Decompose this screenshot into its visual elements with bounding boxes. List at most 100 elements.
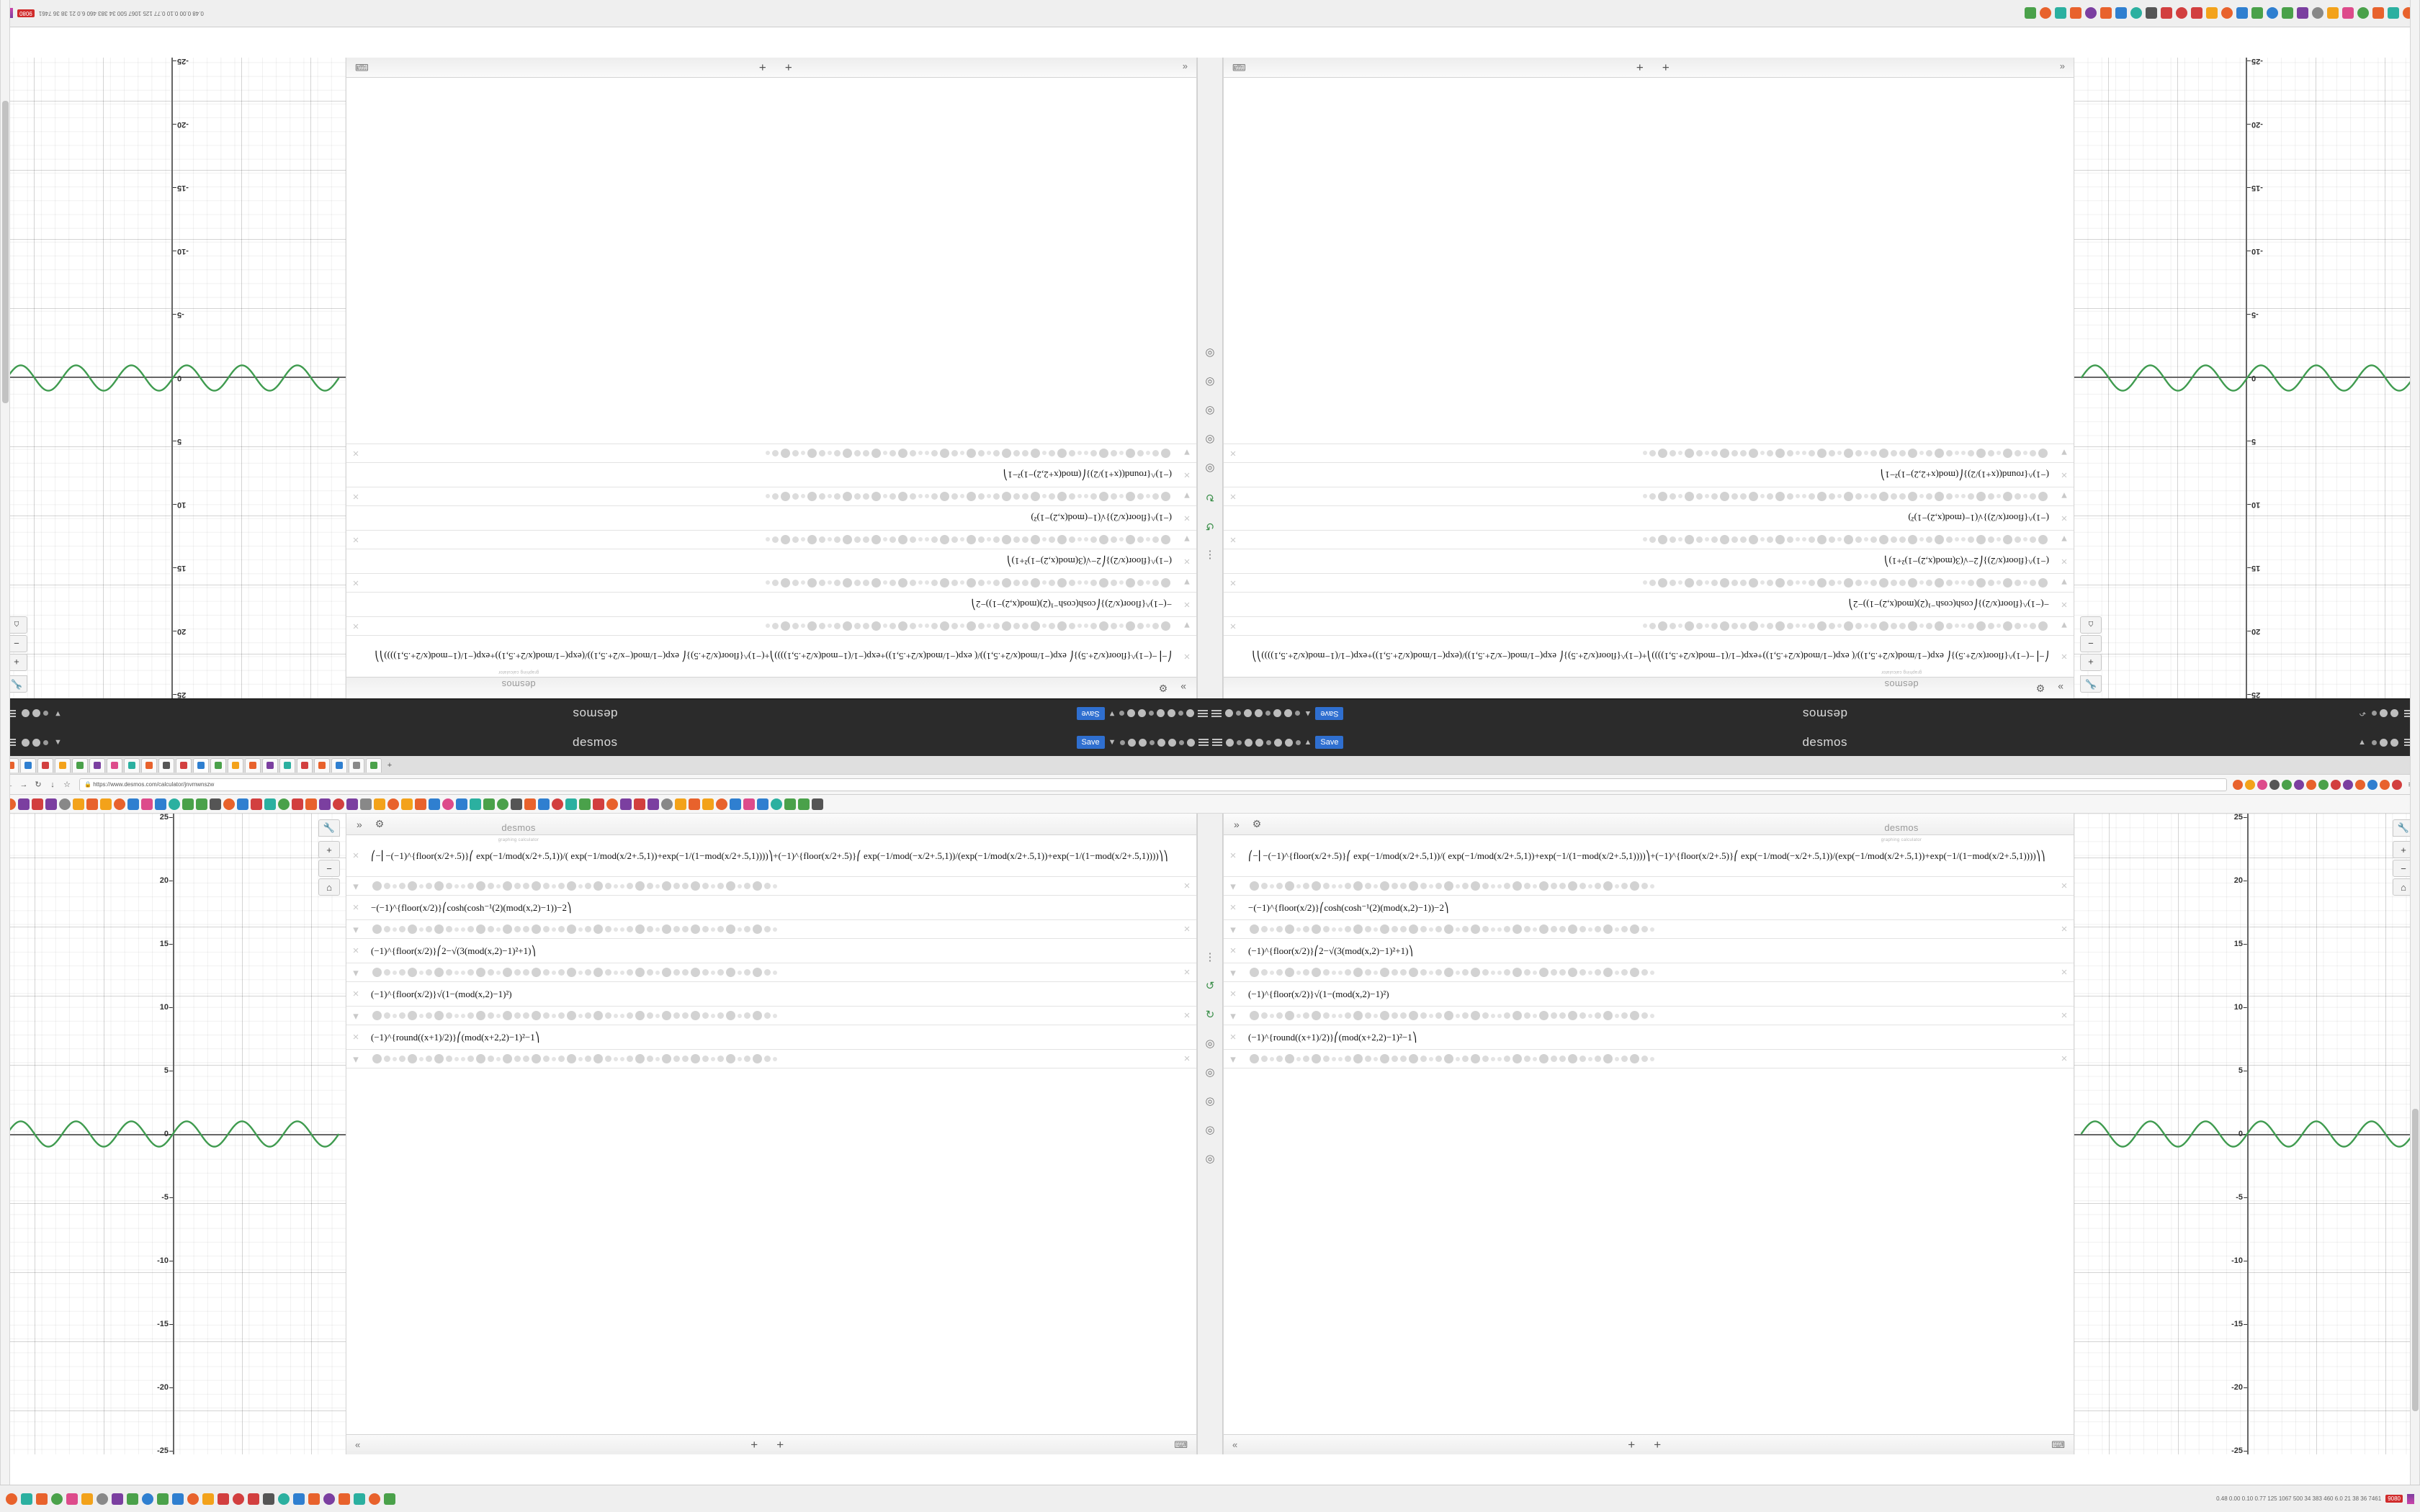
slider-track[interactable] — [365, 444, 1178, 462]
slider-track[interactable] — [365, 531, 1178, 549]
wrench-icon[interactable]: 🔧 — [318, 819, 340, 837]
extension-icon-12[interactable] — [2380, 779, 2390, 790]
slider-track[interactable] — [365, 963, 1178, 981]
bookmark-item-3[interactable] — [45, 798, 57, 810]
delete-expression-icon[interactable]: × — [1229, 850, 1237, 862]
bookmark-item-50[interactable] — [689, 798, 700, 810]
slider-end-icon[interactable]: × — [2061, 1053, 2068, 1065]
expression-row[interactable]: × (−1)^{floor(x/2)}√(1−(mod(x,2)−1)²) — [346, 982, 1196, 1007]
browser-tab[interactable] — [245, 757, 261, 773]
expression-math[interactable]: (−1)^{floor(x/2)}⎛2−√(3(mod(x,2)−1)²+1)⎞ — [371, 945, 536, 956]
taskbar-icon-9[interactable] — [2267, 7, 2278, 19]
taskbar-icon-1[interactable] — [21, 1493, 32, 1505]
bookmark-item-17[interactable] — [237, 798, 248, 810]
slider-end-icon[interactable]: × — [1183, 1009, 1191, 1022]
taskbar-icon-9[interactable] — [142, 1493, 153, 1505]
taskbar-icon-2[interactable] — [2372, 7, 2384, 19]
zoom-out-button[interactable]: − — [2080, 635, 2102, 652]
bookmark-item-52[interactable] — [716, 798, 727, 810]
slider-row[interactable]: ▾ × — [1224, 920, 2074, 939]
extension-icon-3[interactable] — [2269, 779, 2280, 790]
taskbar-icon-11[interactable] — [2236, 7, 2248, 19]
bookmark-item-38[interactable] — [524, 798, 536, 810]
add-expression-button[interactable]: + — [1662, 60, 1670, 75]
taskbar-icon-6[interactable] — [2312, 7, 2323, 19]
zoom-out-button[interactable]: − — [2393, 860, 2414, 877]
taskbar-icon-8[interactable] — [2282, 7, 2293, 19]
extension-icon-13[interactable] — [2392, 779, 2402, 790]
expression-row[interactable]: × −(−1)^{floor(x/2)}⎛cosh(cosh⁻¹(2)(mod(x… — [346, 592, 1196, 616]
footer-left[interactable]: « — [1232, 1439, 1237, 1450]
expression-math[interactable]: (−1)^{round((x+1)/2)}⎛(mod(x+2,2)−1)²−1⎞ — [1880, 469, 2049, 481]
menu-icon-3[interactable] — [6, 739, 16, 746]
extension-icon-1[interactable] — [2245, 779, 2255, 790]
expression-math[interactable]: ⎛−⎜−(−1)^{floor(x/2+.5)}⎛ exp(−1/mod(x/2… — [371, 850, 1168, 861]
bookmark-item-43[interactable] — [593, 798, 604, 810]
slider-track[interactable] — [1242, 531, 2055, 549]
slider-track[interactable] — [1242, 963, 2055, 981]
expression-math[interactable]: (−1)^{round((x+1)/2)}⎛(mod(x+2,2)−1)²−1⎞ — [1248, 1031, 1417, 1043]
stepper-down-icon[interactable]: ▼ — [1108, 709, 1116, 718]
expression-math[interactable]: (−1)^{round((x+1)/2)}⎛(mod(x+2,2)−1)²−1⎞ — [371, 1031, 540, 1043]
home-button[interactable]: ⌂ — [318, 878, 340, 896]
taskbar-icon-2[interactable] — [36, 1493, 48, 1505]
browser-tab[interactable] — [55, 757, 71, 773]
footer-left[interactable]: « — [355, 1439, 360, 1450]
browser-tab[interactable] — [20, 757, 36, 773]
chevron-down-icon-2[interactable]: ▼ — [54, 738, 62, 747]
delete-expression-icon[interactable]: × — [1229, 945, 1237, 957]
taskbar-icon-4[interactable] — [66, 1493, 78, 1505]
slider-end-icon[interactable]: × — [1229, 490, 1237, 503]
expression-row[interactable]: × −(−1)^{floor(x/2)}⎛cosh(cosh⁻¹(2)(mod(x… — [1224, 896, 2074, 920]
circle-toggle-icon-3[interactable]: ◎ — [1205, 376, 1215, 388]
bookmark-item-59[interactable] — [812, 798, 823, 810]
bookmark-item-44[interactable] — [606, 798, 618, 810]
seam-right-controls[interactable]: ▼ — [6, 709, 114, 718]
slider-end-icon[interactable]: × — [352, 447, 359, 459]
expression-math[interactable]: ⎛−⎜−(−1)^{floor(x/2+.5)}⎛ exp(−1/mod(x/2… — [1252, 651, 2049, 662]
expression-row[interactable]: × ⎛−⎜−(−1)^{floor(x/2+.5)}⎛ exp(−1/mod(x/… — [1224, 835, 2074, 877]
slider-handle-icon[interactable]: ▾ — [2061, 533, 2067, 546]
expression-math[interactable]: ⎛−⎜−(−1)^{floor(x/2+.5)}⎛ exp(−1/mod(x/2… — [1248, 850, 2045, 861]
browser-nav-bar[interactable]: ←→↻↓☆🔒 https://www.desmos.com/calculator… — [0, 775, 2420, 795]
slider-track[interactable] — [365, 1007, 1178, 1025]
slider-handle-icon[interactable]: ▾ — [353, 880, 359, 893]
slider-row[interactable]: ▾ × — [1224, 1007, 2074, 1025]
bookmark-item-15[interactable] — [210, 798, 221, 810]
save-button[interactable]: Save — [1315, 707, 1344, 720]
footer-right[interactable]: ⌨ — [2051, 1439, 2065, 1451]
home-button[interactable]: ⌂ — [2080, 616, 2102, 634]
taskbar-icon-7[interactable] — [2297, 7, 2308, 19]
drag-handle-icon[interactable]: ⋮ — [1204, 951, 1216, 963]
browser-tab[interactable] — [72, 757, 88, 773]
taskbar-icon-14[interactable] — [2191, 7, 2202, 19]
collapse-list-icon[interactable]: » — [2058, 682, 2063, 694]
taskbar-icon-18[interactable] — [2130, 7, 2142, 19]
extension-icon-5[interactable] — [2294, 779, 2304, 790]
expression-row[interactable]: × (−1)^{floor(x/2)}√(1−(mod(x,2)−1)²) — [346, 505, 1196, 530]
taskbar-icon-24[interactable] — [369, 1493, 380, 1505]
slider-row[interactable]: ▾ × — [1224, 1050, 2074, 1068]
slider-track[interactable] — [1242, 877, 2055, 895]
right-scroll-rail[interactable] — [2410, 0, 2420, 1512]
drag-handle-icon[interactable]: ⋮ — [1204, 549, 1216, 561]
browser-tab[interactable] — [297, 757, 313, 773]
slider-handle-icon[interactable]: ▾ — [353, 923, 359, 936]
taskbar-icon-20[interactable] — [2100, 7, 2112, 19]
collapse-icon[interactable]: « — [1232, 1439, 1238, 1450]
footer-add-buttons[interactable]: + + — [1636, 60, 1670, 75]
slider-row[interactable]: ▾ × — [346, 1050, 1196, 1068]
delete-expression-icon[interactable]: × — [2061, 512, 2068, 524]
bookmark-item-16[interactable] — [223, 798, 235, 810]
delete-expression-icon[interactable]: × — [352, 1031, 359, 1043]
bookmark-item-4[interactable] — [59, 798, 71, 810]
browser-tab[interactable] — [107, 757, 122, 773]
expression-math[interactable]: −(−1)^{floor(x/2)}⎛cosh(cosh⁻¹(2)(mod(x,… — [971, 599, 1172, 611]
gear-icon[interactable]: ⚙ — [375, 818, 385, 829]
slider-handle-icon[interactable]: ▾ — [1184, 446, 1190, 459]
seam-center-controls[interactable]: Save ▲ ▼ Save — [1076, 707, 1344, 720]
extension-icon-10[interactable] — [2355, 779, 2365, 790]
circle-toggle-icon-4[interactable]: ◎ — [1205, 1153, 1215, 1165]
expression-row[interactable]: × (−1)^{floor(x/2)}⎛2−√(3(mod(x,2)−1)²+1)… — [346, 939, 1196, 963]
bookmark-item-21[interactable] — [292, 798, 303, 810]
